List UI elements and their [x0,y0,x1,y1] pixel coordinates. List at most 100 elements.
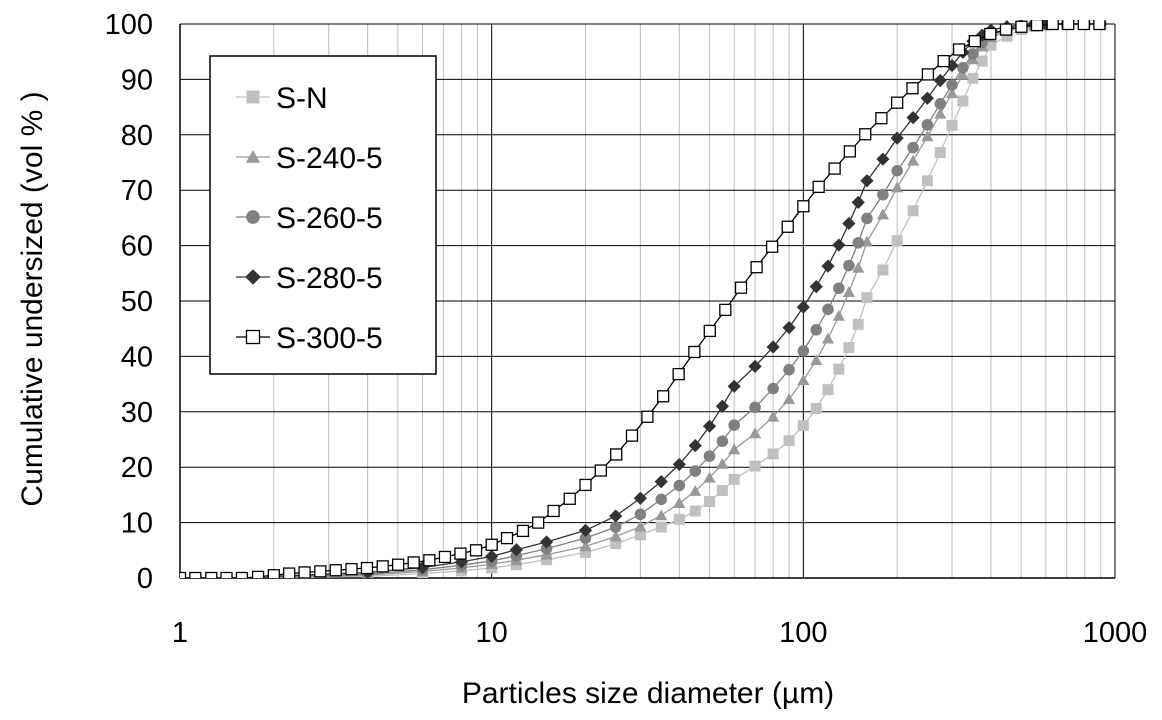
data-point [547,504,560,518]
data-point [781,220,794,233]
data-point [842,286,855,297]
data-point [749,401,761,414]
data-point [734,281,748,294]
data-point [688,345,701,359]
legend-item: S-N [236,82,328,115]
data-point [719,303,732,317]
data-point [875,112,888,125]
data-point [906,111,920,125]
data-point [189,571,202,578]
data-point [672,457,686,472]
data-point [563,492,576,505]
data-point [673,513,685,525]
data-point [655,521,667,533]
data-point [861,292,873,304]
data-point [967,48,979,60]
data-point [832,238,846,252]
data-point [843,342,855,354]
data-point [454,555,469,569]
data-point [766,340,780,354]
data-point [859,128,872,141]
x-tick-labels: 1 10 100 1000 [172,617,1147,649]
data-point [485,549,499,563]
data-point [634,508,647,521]
data-point [594,464,607,477]
data-point [921,68,935,81]
data-point [920,91,934,105]
data-point [976,55,988,67]
data-point [782,320,796,335]
data-point [797,200,810,213]
data-point [750,261,763,274]
data-point [220,571,233,578]
data-point [716,457,729,469]
data-point [407,556,420,569]
data-point [832,309,845,321]
data-point [828,162,841,175]
data-point [767,448,779,460]
data-point [500,531,514,545]
data-point [797,420,809,432]
data-point [851,195,865,209]
legend-label: S-300-5 [276,322,383,355]
y-tick-label: 60 [121,231,153,263]
data-point [704,496,716,508]
x-tick-label: 1 [172,617,188,649]
data-point [728,473,740,485]
data-point [245,269,261,285]
legend-label: S-240-5 [276,142,383,175]
data-point [267,569,280,578]
data-point [957,61,969,74]
data-point [797,374,810,386]
data-point [728,419,740,431]
data-point [749,460,761,472]
data-point [822,303,834,316]
data-point [532,516,545,529]
y-tick-label: 50 [121,286,153,318]
data-point [891,181,904,193]
data-point [877,188,889,201]
data-point [767,382,779,395]
data-point [235,571,249,578]
data-point [1062,20,1075,31]
data-point [833,363,845,375]
data-point [251,570,265,578]
legend-label: S-N [276,82,328,115]
data-point [968,35,981,48]
data-point [1030,20,1044,32]
data-point [783,435,795,447]
data-point [933,73,947,88]
data-point [609,521,622,533]
data-point [539,535,554,549]
data-point [716,484,728,496]
data-point [860,174,874,188]
data-point [376,560,389,573]
data-point [843,145,856,158]
data-point [891,235,903,247]
data-point [609,509,623,523]
y-tick-label: 100 [105,9,153,41]
data-point [314,565,327,578]
data-point [541,554,553,566]
data-point [245,149,261,163]
data-point [956,68,969,80]
data-point [655,493,668,506]
data-point [843,259,855,272]
y-tick-label: 20 [121,452,153,484]
y-tick-label: 40 [121,341,153,373]
data-point [877,264,889,276]
data-point [946,119,958,131]
data-point [1077,20,1090,31]
data-point [578,523,593,537]
data-point [283,567,296,578]
data-point [833,282,845,295]
data-point [852,261,865,273]
data-point [205,571,218,578]
data-point [765,240,779,253]
data-point [688,438,702,453]
y-tick-label: 80 [121,120,153,152]
legend-item: S-300-5 [236,322,383,355]
data-point [298,566,311,578]
data-point [1093,20,1106,31]
data-point [810,402,822,414]
